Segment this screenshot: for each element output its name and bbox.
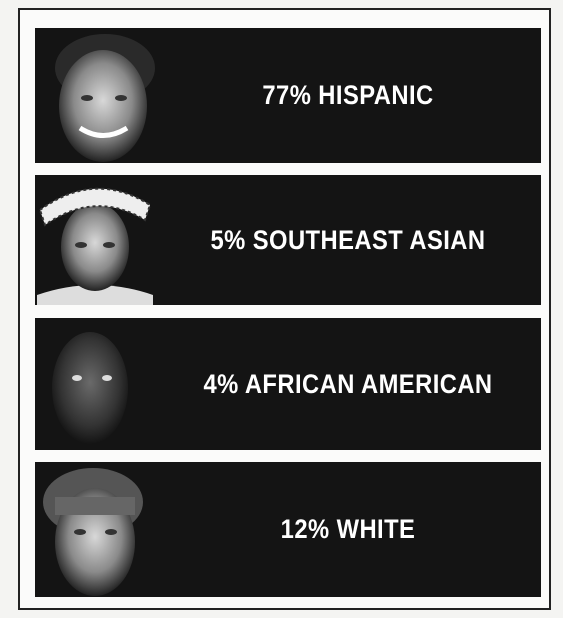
- row: 5% SOUTHEAST ASIAN: [35, 175, 541, 305]
- row: 12% WHITE: [35, 462, 541, 597]
- row-label: 77% HISPANIC: [178, 28, 518, 163]
- row-label: 5% SOUTHEAST ASIAN: [178, 175, 518, 305]
- photo: [35, 462, 155, 597]
- photo: [35, 175, 155, 305]
- page: {"rows": [ {"label": "77% HISPANIC"}, {"…: [0, 0, 563, 618]
- row: 77% HISPANIC: [35, 28, 541, 163]
- row: 4% AFRICAN AMERICAN: [35, 318, 541, 450]
- row-label: 4% AFRICAN AMERICAN: [178, 318, 518, 450]
- photo: [35, 28, 155, 163]
- photo: [35, 318, 155, 450]
- row-label: 12% WHITE: [178, 462, 518, 597]
